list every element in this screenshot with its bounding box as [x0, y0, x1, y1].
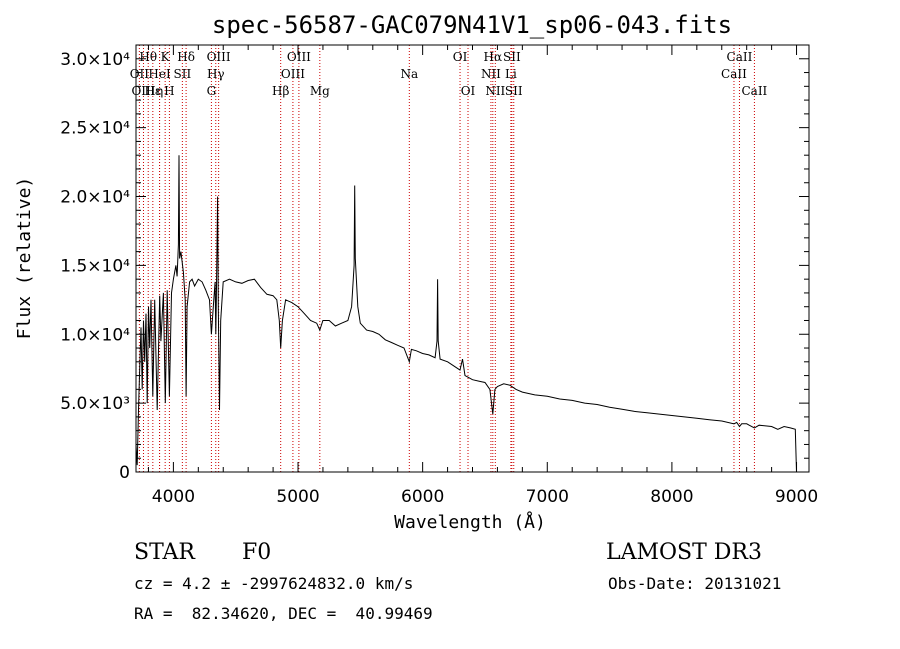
object-class: STAR — [134, 540, 195, 565]
y-tick-label: 1.0×10⁴ — [60, 325, 130, 345]
x-axis-label: Wavelength (Å) — [394, 511, 546, 533]
line-marker-label: NII — [485, 84, 505, 98]
line-marker-label: OIII — [131, 84, 155, 98]
line-marker-label: OI — [453, 50, 468, 64]
plot-frame — [135, 44, 810, 473]
spectral-line-markers — [138, 45, 755, 472]
chart-title: spec-56587-GAC079N41V1_sp06-043.fits — [212, 11, 732, 39]
x-tick-label: 9000 — [775, 487, 818, 507]
x-tick-label: 8000 — [650, 487, 693, 507]
line-marker-label: Mg — [310, 84, 330, 98]
x-tick-label: 7000 — [526, 487, 569, 507]
line-marker-label: H — [164, 84, 174, 98]
series-line-flux — [135, 155, 797, 473]
line-marker-label: CaII — [741, 84, 767, 98]
y-tick-label: 0 — [119, 463, 130, 483]
line-marker-label: SII — [503, 50, 521, 64]
line-marker-label: SII — [505, 84, 523, 98]
line-marker-label: CaII — [721, 67, 747, 81]
line-marker-label: SII — [174, 67, 192, 81]
line-marker-label: η — [156, 84, 163, 98]
y-tick-label: 2.0×10⁴ — [60, 188, 130, 208]
line-marker-label: CaII — [727, 50, 753, 64]
y-tick-label: 1.5×10⁴ — [60, 256, 130, 276]
y-tick-label: 5.0×10³ — [60, 394, 130, 414]
spectrum-series — [135, 155, 797, 473]
x-tick-label: 6000 — [401, 487, 444, 507]
line-marker-label: Hθ — [139, 50, 157, 64]
subclass: F0 — [242, 540, 272, 565]
line-marker-label: Hα — [484, 50, 503, 64]
redshift-line: cz = 4.2 ± -2997624832.0 km/s — [134, 574, 414, 593]
x-tick-label: 5000 — [276, 487, 319, 507]
line-marker-label: K — [161, 50, 171, 64]
line-marker-label: Na — [400, 67, 418, 81]
y-tick-label: 2.5×10⁴ — [60, 119, 130, 139]
line-marker-label: Hδ — [177, 50, 195, 64]
line-marker-label: NII — [481, 67, 501, 81]
line-marker-label: Hε — [144, 84, 161, 98]
line-marker-label: OIII — [287, 50, 311, 64]
line-marker-label: G — [207, 84, 217, 98]
y-axis-label: Flux (relative) — [14, 177, 35, 340]
line-marker-label: Li — [505, 67, 517, 81]
y-tick-label: 3.0×10⁴ — [60, 50, 130, 70]
line-marker-label: Hβ — [272, 84, 289, 98]
line-marker-label: HeI — [148, 67, 171, 81]
obs-date: Obs-Date: 20131021 — [608, 574, 782, 593]
line-marker-label: OIII — [281, 67, 305, 81]
line-marker-label: OIII — [207, 50, 231, 64]
x-axis: 4000 5000 6000 7000 8000 9000 — [147, 45, 818, 507]
line-marker-label: Hγ — [207, 67, 225, 81]
line-marker-label: OI — [461, 84, 476, 98]
y-axis: 0 5.0×10³ 1.0×10⁴ 1.5×10⁴ 2.0×10⁴ 2.5×10⁴ 3.0×… — [60, 50, 809, 483]
line-marker-label: OII — [130, 67, 150, 81]
x-tick-label: 4000 — [152, 487, 195, 507]
survey-name: LAMOST DR3 — [606, 540, 762, 565]
coordinates-line: RA = 82.34620, DEC = 40.99469 — [134, 604, 433, 623]
